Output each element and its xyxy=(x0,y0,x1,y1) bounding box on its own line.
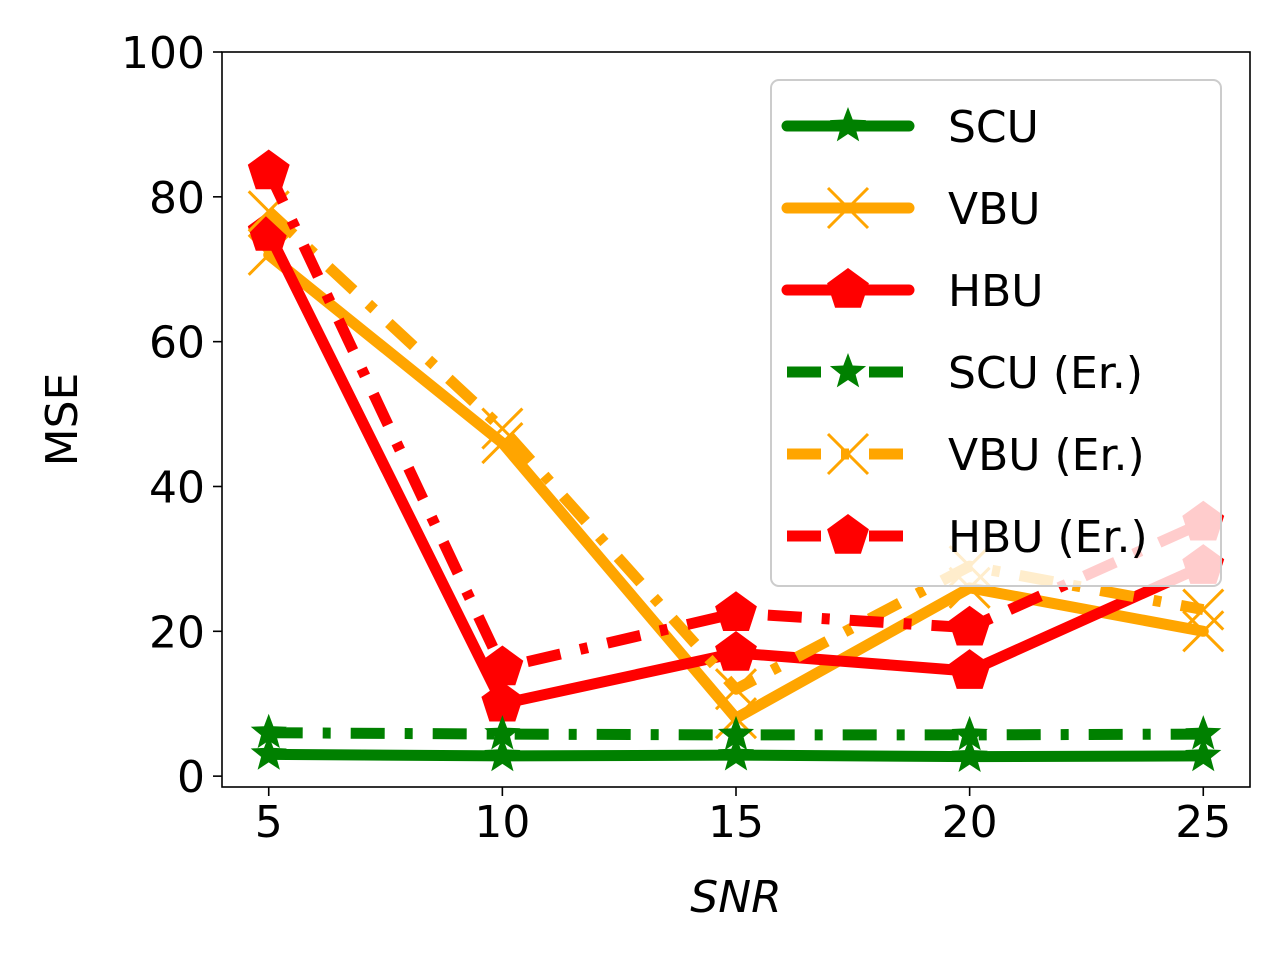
legend-label: SCU (Er.) xyxy=(948,348,1143,399)
data-point-hbu xyxy=(948,649,991,689)
legend: SCU VBU HBU SCU (Er.) VBU (Er.) HBU (Er.) xyxy=(770,79,1222,587)
axes-layer: 5 10 15 20 25 0 20 40 60 80 100 SNR MSE xyxy=(37,28,1251,923)
data-point-vbu xyxy=(1182,610,1225,653)
data-point-scu xyxy=(717,736,755,771)
data-point-scu-er xyxy=(484,715,521,750)
data-point-vbu-er xyxy=(714,668,758,711)
data-point-vbu-er xyxy=(481,407,524,450)
data-point-hbu-er xyxy=(247,149,290,190)
legend-box xyxy=(770,79,1222,587)
legend-label: VBU xyxy=(948,184,1041,235)
data-point-hbu-er xyxy=(481,645,524,686)
legend-label: VBU (Er.) xyxy=(948,430,1145,481)
x-axis-title: SNR xyxy=(690,872,781,923)
series-scu xyxy=(250,735,1222,772)
legend-marker xyxy=(827,514,869,554)
y-tick-label: 60 xyxy=(149,318,205,369)
y-tick-label: 80 xyxy=(149,173,205,224)
data-point-scu xyxy=(951,737,988,772)
x-tick-label: 10 xyxy=(474,797,530,848)
legend-marker xyxy=(827,268,869,308)
data-point-scu xyxy=(1185,736,1222,772)
legend-marker xyxy=(826,432,870,476)
data-point-hbu-er xyxy=(948,605,991,646)
x-tick-label: 15 xyxy=(708,797,764,848)
legend-entry-vbu: VBU xyxy=(781,184,1041,235)
y-axis-title: MSE xyxy=(37,373,88,467)
x-tick-label: 25 xyxy=(1175,797,1231,848)
legend-marker xyxy=(829,353,867,388)
data-point-hbu xyxy=(481,681,524,722)
legend-marker xyxy=(829,107,867,142)
legend-marker xyxy=(826,186,870,230)
data-point-hbu-er xyxy=(715,591,757,631)
data-point-scu-er xyxy=(951,715,988,751)
legend-label: SCU xyxy=(948,102,1039,153)
y-tick-label: 100 xyxy=(121,28,205,79)
legend-label: HBU (Er.) xyxy=(948,512,1148,563)
legend-entry-scu: SCU xyxy=(781,102,1039,153)
x-tick-label: 5 xyxy=(255,797,283,848)
data-point-hbu xyxy=(715,631,757,671)
legend-entry-scu-er: SCU (Er.) xyxy=(787,348,1143,399)
data-point-scu xyxy=(484,736,521,772)
y-tick-label: 40 xyxy=(149,462,205,513)
x-tick-label: 20 xyxy=(942,797,998,848)
legend-entry-hbu-er: HBU (Er.) xyxy=(787,512,1148,563)
data-point-scu-er xyxy=(250,713,287,749)
legend-label: HBU xyxy=(948,266,1043,317)
data-point-vbu-er xyxy=(1182,588,1225,631)
y-tick-label: 20 xyxy=(149,607,205,658)
data-point-vbu xyxy=(481,421,524,465)
legend-entry-vbu-er: VBU (Er.) xyxy=(787,430,1145,481)
data-point-scu-er xyxy=(717,715,755,751)
y-tick-label: 0 xyxy=(177,752,205,803)
series-scu-er xyxy=(250,713,1222,751)
series-hbu-er xyxy=(247,149,1225,686)
data-point-scu-er xyxy=(1185,715,1222,750)
data-point-scu xyxy=(250,735,287,770)
legend-entry-hbu: HBU xyxy=(781,266,1043,317)
